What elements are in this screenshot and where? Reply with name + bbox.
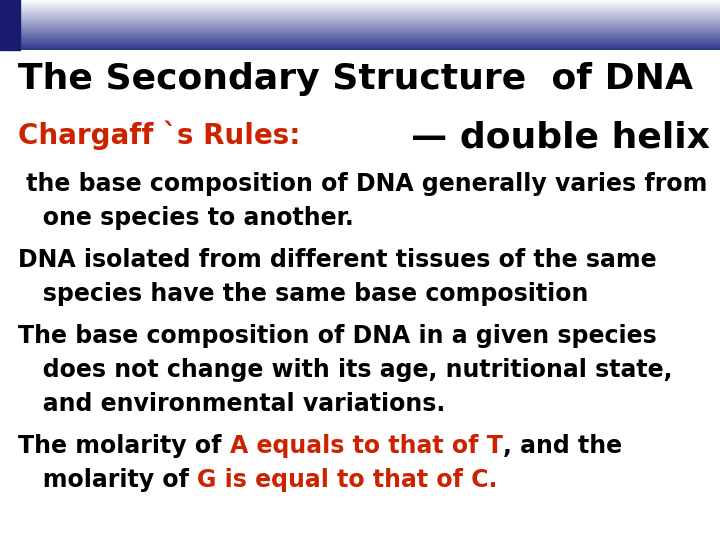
Text: DNA isolated from different tissues of the same: DNA isolated from different tissues of t… — [18, 248, 657, 272]
Text: A equals to that of T: A equals to that of T — [230, 434, 503, 458]
Text: — double helix: — double helix — [411, 120, 710, 154]
Text: G is equal to that of C.: G is equal to that of C. — [197, 468, 498, 492]
Text: The base composition of DNA in a given species: The base composition of DNA in a given s… — [18, 324, 657, 348]
Text: , and the: , and the — [503, 434, 622, 458]
Text: species have the same base composition: species have the same base composition — [18, 282, 588, 306]
Text: does not change with its age, nutritional state,: does not change with its age, nutritiona… — [18, 358, 672, 382]
Text: The molarity of: The molarity of — [18, 434, 230, 458]
Bar — [0, 0, 20, 50]
Text: molarity of: molarity of — [18, 468, 197, 492]
Text: and environmental variations.: and environmental variations. — [18, 392, 445, 416]
Text: The Secondary Structure  of DNA: The Secondary Structure of DNA — [18, 62, 693, 96]
Text: the base composition of DNA generally varies from: the base composition of DNA generally va… — [18, 172, 707, 196]
Text: one species to another.: one species to another. — [18, 206, 354, 230]
Text: Chargaff `s Rules:: Chargaff `s Rules: — [18, 120, 300, 150]
